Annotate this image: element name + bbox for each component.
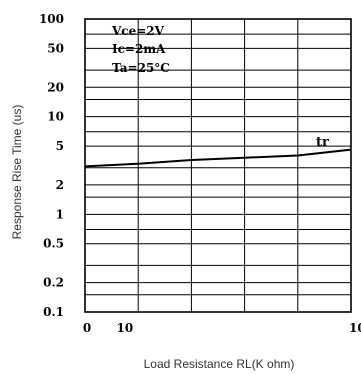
- x-tick-label: 0: [83, 321, 91, 335]
- y-tick-label: 10: [47, 110, 64, 124]
- annotation-box: Vce=2V Ic=2mA Ta=25°C: [111, 24, 170, 75]
- y-tick-label: 50: [47, 41, 64, 55]
- y-tick-labels: 100 50 20 10 5 2 1 0.5 0.2 0.1: [39, 12, 64, 319]
- y-tick-label: 5: [56, 139, 64, 153]
- series-line-tr: [84, 148, 352, 168]
- annotation-ta: Ta=25°C: [112, 61, 170, 75]
- y-axis-title: Response Rise Time (us): [10, 105, 24, 240]
- y-tick-label: 0.2: [43, 276, 64, 290]
- y-tick-label: 0.1: [43, 305, 64, 319]
- annotation-vce: Vce=2V: [111, 24, 165, 38]
- annotation-ic: Ic=2mA: [112, 42, 166, 56]
- x-axis-title: Load Resistance RL(K ohm): [144, 357, 295, 371]
- y-tick-label: 100: [39, 12, 64, 26]
- x-tick-label: 100: [349, 321, 361, 335]
- series-label-tr: tr: [316, 135, 329, 150]
- x-tick-labels: 0 10 100: [83, 321, 361, 335]
- y-tick-label: 0.5: [43, 237, 64, 251]
- x-tick-label: 10: [117, 321, 134, 335]
- y-tick-label: 2: [56, 178, 64, 192]
- grid: [85, 19, 351, 312]
- y-tick-label: 20: [47, 80, 64, 94]
- series-layer: [84, 148, 352, 168]
- y-tick-label: 1: [56, 207, 64, 221]
